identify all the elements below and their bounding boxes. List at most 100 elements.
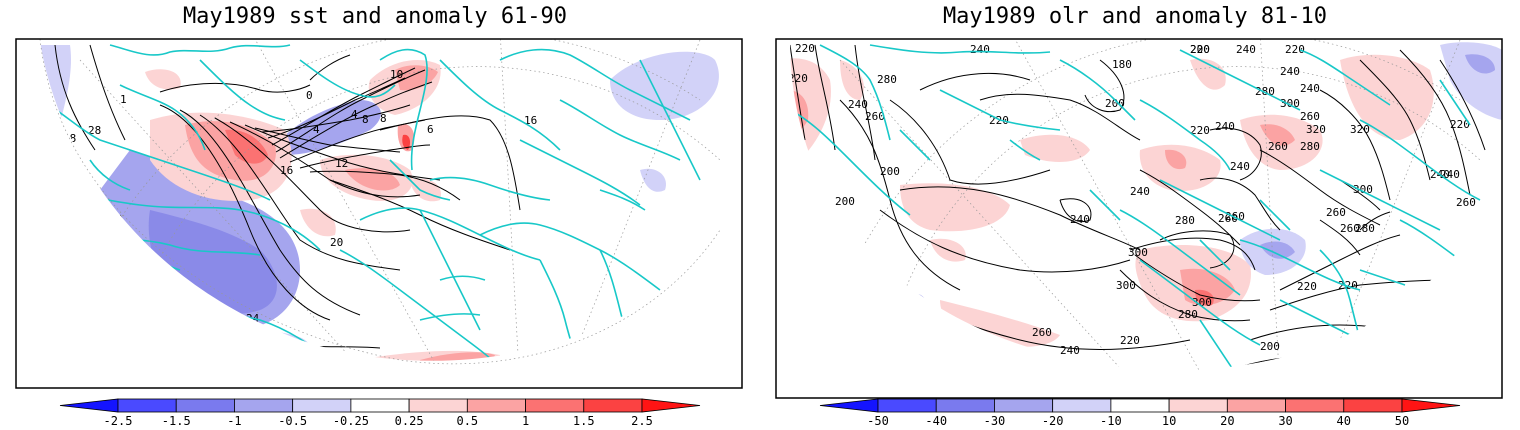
olr-label: 200 <box>1105 97 1125 110</box>
sst-colorbar-bin <box>641 398 701 413</box>
warm-anomaly-atlantic-inner <box>185 121 276 181</box>
sst-colorbar-bin <box>175 398 235 413</box>
olr-label: 260 <box>1218 212 1238 225</box>
olr-label: 200 <box>835 195 855 208</box>
sst-label: 10 <box>390 68 403 81</box>
olr-colorbar-tick-label: -20 <box>1042 414 1064 428</box>
olr-warm-central <box>1020 134 1090 162</box>
olr-label: 200 <box>1190 43 1210 56</box>
olr-label: 280 <box>1355 222 1375 235</box>
sst-colorbar-tick-label: -1 <box>227 414 241 428</box>
sst-colorbar-bin <box>234 398 294 413</box>
olr-cold-east <box>1440 42 1502 121</box>
olr-label: 280 <box>1300 140 1320 153</box>
olr-title: May1989 olr and anomaly 81-10 <box>942 4 1328 29</box>
warm-anomaly-baltic-core <box>402 134 411 150</box>
sst-map-frame <box>15 38 743 389</box>
olr-colorbar-tick-label: 30 <box>1278 414 1292 428</box>
cold-anomaly-east2 <box>640 168 666 192</box>
olr-cold-east-inner <box>1465 54 1495 74</box>
olr-label: 260 <box>1326 206 1346 219</box>
olr-colorbar-bin <box>1052 398 1112 413</box>
olr-colorbar-tick-label: -40 <box>925 414 947 428</box>
sst-colorbar-bin <box>350 398 410 413</box>
olr-label: 280 <box>1178 308 1198 321</box>
sst-panel: May1989 sst and anomaly 61-90 <box>0 0 750 430</box>
olr-warm-ne <box>1340 54 1434 140</box>
olr-colorbar-bin <box>1285 398 1345 413</box>
sst-colorbar-tick-label: 0.5 <box>456 414 478 428</box>
olr-label: 260 <box>1340 222 1360 235</box>
olr-label: 200 <box>880 165 900 178</box>
sst-map: 0 4 4 8 8 10 6 12 16 16 20 24 28 28 28 2… <box>15 38 743 428</box>
olr-colorbar-bin <box>819 398 879 413</box>
olr-label: 300 <box>1353 183 1373 196</box>
warm-anomaly-sw <box>300 208 336 237</box>
sst-colorbar-tick-label: 1.5 <box>573 414 595 428</box>
olr-colorbar-bin <box>1110 398 1170 413</box>
olr-warm-ne2 <box>1190 58 1226 90</box>
olr-label: 240 <box>970 43 990 56</box>
olr-label: 280 <box>1175 214 1195 227</box>
olr-warm-sahara-inner <box>1180 268 1235 306</box>
olr-label: 260 <box>1032 326 1052 339</box>
sst-colorbar-tick-label: 0.25 <box>395 414 424 428</box>
sst-colorbar-bin <box>408 398 468 413</box>
sst-hemisphere-mask <box>16 39 742 388</box>
olr-label: 240 <box>1130 185 1150 198</box>
olr-label: 300 <box>1116 279 1136 292</box>
sst-label: 4 <box>351 108 358 121</box>
sst-label: 16 <box>280 164 293 177</box>
olr-label: 180 <box>1112 58 1132 71</box>
olr-warm-atlantic <box>900 183 1010 232</box>
olr-colorbar-tick-label: 50 <box>1395 414 1409 428</box>
sst-label: 6 <box>427 123 434 136</box>
olr-colorbar-tick-label: 40 <box>1337 414 1351 428</box>
sst-colorbar-tick-label: -1.5 <box>162 414 191 428</box>
olr-label: 240 <box>1236 43 1256 56</box>
olr-label: 220 <box>795 42 815 55</box>
sst-label: 20 <box>330 236 343 249</box>
olr-label: 240 <box>848 98 868 111</box>
sst-colorbar-tick-label: 1 <box>522 414 529 428</box>
olr-label: 260 <box>1456 196 1476 209</box>
sst-label: 12 <box>335 157 348 170</box>
sst-label: 16 <box>524 114 537 127</box>
olr-map-area: 220 220 240 260 280 180 200 220 240 200 … <box>776 39 1502 398</box>
cold-anomaly-east <box>610 51 719 120</box>
sst-label: 8 <box>362 113 369 126</box>
sst-label: 8 <box>380 112 387 125</box>
olr-colorbar-tick-label: -30 <box>984 414 1006 428</box>
olr-label: 220 <box>788 72 808 85</box>
sst-colorbar-bin <box>117 398 177 413</box>
olr-colorbar-tick-label: -10 <box>1100 414 1122 428</box>
sst-colorbar-tick-label: -0.5 <box>278 414 307 428</box>
olr-cold-asia-inner <box>1260 241 1295 259</box>
olr-colorbar-bin <box>1343 398 1403 413</box>
olr-label: 220 <box>1190 124 1210 137</box>
olr-warm-balkan-inner <box>1260 124 1295 146</box>
olr-label: 260 <box>1300 110 1320 123</box>
sst-colorbar-tick-label: -2.5 <box>104 414 133 428</box>
olr-colorbar-tick-label: -50 <box>867 414 889 428</box>
olr-contour-labels: 220 220 240 260 280 180 200 220 240 200 … <box>788 42 1476 393</box>
olr-label: 260 <box>1268 140 1288 153</box>
olr-panel: May1989 olr and anomaly 81-10 <box>760 0 1510 430</box>
olr-colorbar-bin <box>1226 398 1286 413</box>
sst-label: 4 <box>313 123 320 136</box>
olr-warm-sahara-core <box>1195 289 1214 306</box>
warm-anomaly-core <box>225 129 268 164</box>
sst-colorbar-bin <box>292 398 352 413</box>
sst-colorbar-bin <box>525 398 585 413</box>
olr-colorbar-tick-label: 20 <box>1220 414 1234 428</box>
olr-label: 240 <box>1230 160 1250 173</box>
olr-label: 280 <box>877 73 897 86</box>
olr-label: 240 <box>1070 213 1090 226</box>
olr-label: 220 <box>1120 334 1140 347</box>
sst-title: May1989 sst and anomaly 61-90 <box>182 4 568 29</box>
olr-coastlines <box>779 44 1501 398</box>
sst-colorbar: -2.5 -1.5 -1 -0.5 -0.25 0.25 0.5 1 1.5 2.5 <box>59 398 701 428</box>
sst-colorbar-bin <box>59 398 119 413</box>
sst-colorbar-tick-label: 2.5 <box>631 414 653 428</box>
sst-colorbar-tick-label: -0.25 <box>333 414 369 428</box>
